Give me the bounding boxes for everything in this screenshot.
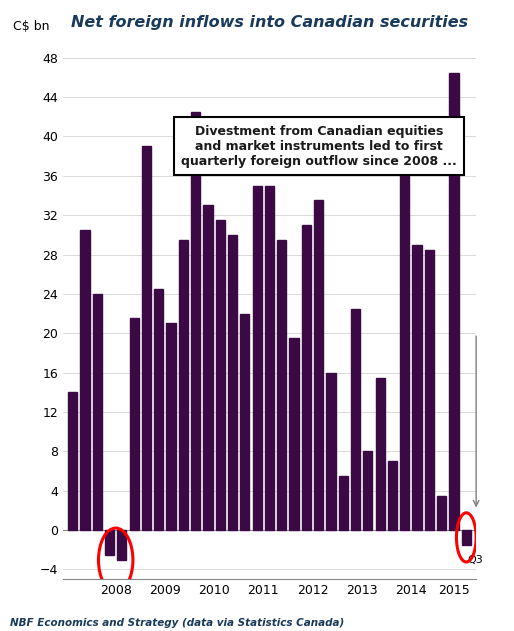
Title: Net foreign inflows into Canadian securities: Net foreign inflows into Canadian securi… bbox=[71, 15, 468, 30]
Bar bbox=[449, 73, 458, 530]
Bar bbox=[142, 146, 151, 530]
Bar bbox=[302, 225, 311, 530]
Bar bbox=[351, 309, 360, 530]
Bar bbox=[265, 186, 274, 530]
Bar bbox=[462, 530, 471, 545]
Bar bbox=[240, 314, 249, 530]
Bar bbox=[314, 201, 323, 530]
Bar bbox=[204, 205, 213, 530]
Text: Q3: Q3 bbox=[468, 555, 483, 565]
Bar bbox=[339, 476, 348, 530]
Bar bbox=[326, 373, 336, 530]
Bar bbox=[277, 240, 286, 530]
Text: Divestment from Canadian equities
and market instruments led to first
quarterly : Divestment from Canadian equities and ma… bbox=[181, 125, 457, 168]
Bar bbox=[93, 294, 102, 530]
Bar bbox=[425, 250, 434, 530]
Bar bbox=[376, 377, 385, 530]
Bar bbox=[252, 186, 262, 530]
Bar bbox=[363, 451, 373, 530]
Bar bbox=[154, 289, 163, 530]
Bar bbox=[130, 319, 139, 530]
Bar bbox=[412, 245, 421, 530]
Bar bbox=[289, 338, 299, 530]
Bar bbox=[388, 461, 397, 530]
Text: C$ bn: C$ bn bbox=[13, 20, 50, 33]
Bar bbox=[105, 530, 114, 555]
Text: NBF Economics and Strategy (data via Statistics Canada): NBF Economics and Strategy (data via Sta… bbox=[10, 618, 344, 628]
Bar bbox=[179, 240, 188, 530]
Bar bbox=[437, 495, 446, 530]
Bar bbox=[191, 112, 200, 530]
Bar bbox=[80, 230, 89, 530]
Bar bbox=[228, 235, 237, 530]
Bar bbox=[400, 171, 409, 530]
Bar bbox=[167, 324, 176, 530]
Bar bbox=[216, 220, 225, 530]
Bar bbox=[117, 530, 126, 560]
Bar bbox=[68, 392, 77, 530]
